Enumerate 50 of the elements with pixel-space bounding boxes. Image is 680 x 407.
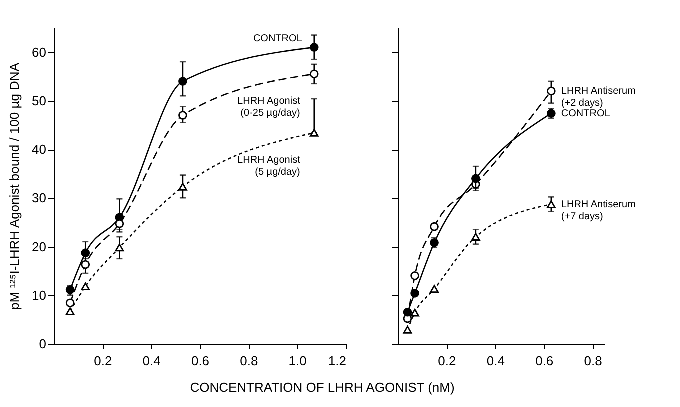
x-tick-label: 0.2 [438,354,456,368]
series-label: LHRH Agonist (5 µg/day) [238,155,301,178]
x-tick-label: 0.6 [191,354,210,368]
y-tick-label: 50 [32,93,46,108]
point [81,248,90,258]
point [410,289,420,298]
point [403,308,412,317]
x-tick-label: 1.2 [328,354,346,368]
point [472,174,480,184]
point [430,285,439,293]
point [472,233,480,241]
point [547,200,556,208]
y-tick-label: 0 [39,336,46,352]
point [310,43,319,52]
series-label: LHRH Antiserum (+7 days) [561,199,636,222]
y-tick-label: 60 [32,44,46,60]
point [66,286,75,294]
series-label: LHRH Agonist (0·25 µg/day) [238,96,301,120]
point [66,308,75,316]
point [81,282,90,291]
point [178,77,188,86]
point [547,86,556,96]
y-tick-label: 40 [32,142,46,158]
x-tick-label: 0.8 [240,354,258,368]
point [410,272,420,280]
y-tick-label: 10 [32,288,46,303]
x-axis-title: CONCENTRATION OF LHRH AGONIST (nM) [190,380,455,395]
point [430,222,439,232]
point [115,244,124,252]
point [66,298,75,308]
x-tick-label: 0.6 [536,354,554,368]
series-label: LHRH Antiserum (+2 days) [561,86,636,110]
point [81,260,90,270]
point [310,129,319,137]
point [310,70,319,79]
x-tick-label: 0.4 [142,354,161,368]
x-tick-label: 0.2 [94,354,112,368]
y-tick-label: 20 [32,239,46,254]
point [178,183,188,191]
y-tick-label: 30 [32,190,46,206]
series-label: CONTROL [253,33,303,44]
point [178,111,188,120]
point [410,308,420,317]
point [115,220,124,228]
y-axis-title: pM ¹²⁵I-LHRH Agonist bound / 100 µg DNA [7,62,22,310]
point [403,326,412,334]
x-tick-label: 1.0 [288,354,307,368]
x-tick-label: 0.4 [486,354,505,368]
series-label: CONTROL [561,108,611,120]
x-tick-label: 0.8 [584,354,602,368]
